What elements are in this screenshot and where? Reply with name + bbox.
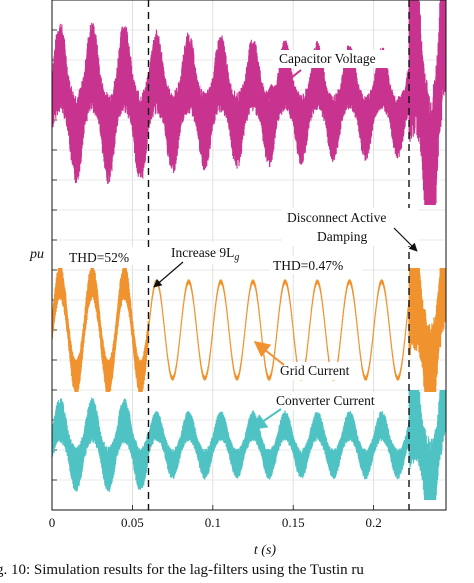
arrow-disconnect xyxy=(393,227,418,252)
figure-caption: g. 10: Simulation results for the lag-fi… xyxy=(0,562,364,578)
x-tick-label-2: 0.1 xyxy=(205,515,221,530)
x-tick-label-0: 0 xyxy=(49,515,56,530)
annotation-converter-current: Converter Current xyxy=(276,393,375,408)
x-ticks: 0 0.05 0.1 0.15 0.2 xyxy=(49,505,382,530)
series-capacitor-voltage xyxy=(52,0,446,206)
annotation-disconnect-line1: Disconnect Active xyxy=(287,210,386,225)
arrow-grid-current xyxy=(253,341,285,366)
annotation-increase: Increase 9Lg xyxy=(171,245,239,263)
series-line-2 xyxy=(52,389,446,501)
x-tick-label-1: 0.05 xyxy=(121,515,144,530)
annotation-thd-after: THD=0.47% xyxy=(273,258,343,273)
arrow-increase xyxy=(153,261,184,288)
arrow-converter-current xyxy=(250,408,282,430)
y-axis-label: pu xyxy=(29,247,44,262)
annotation-grid-current: Grid Current xyxy=(280,363,350,378)
annotation-capacitor-voltage: Capacitor Voltage xyxy=(279,51,376,66)
x-axis-label: t (s) xyxy=(254,543,277,558)
series-converter-current xyxy=(52,389,446,501)
annotation-disconnect-line2: Damping xyxy=(317,229,367,244)
series-grid-current xyxy=(52,267,446,393)
series-line-1 xyxy=(52,267,446,393)
x-tick-label-4: 0.2 xyxy=(366,515,382,530)
x-tick-label-3: 0.15 xyxy=(282,515,305,530)
series-line-0 xyxy=(52,0,446,206)
arrow-capacitor-voltage xyxy=(263,69,302,101)
plot-frame xyxy=(51,0,447,511)
annotation-thd-before: THD=52% xyxy=(69,250,129,265)
